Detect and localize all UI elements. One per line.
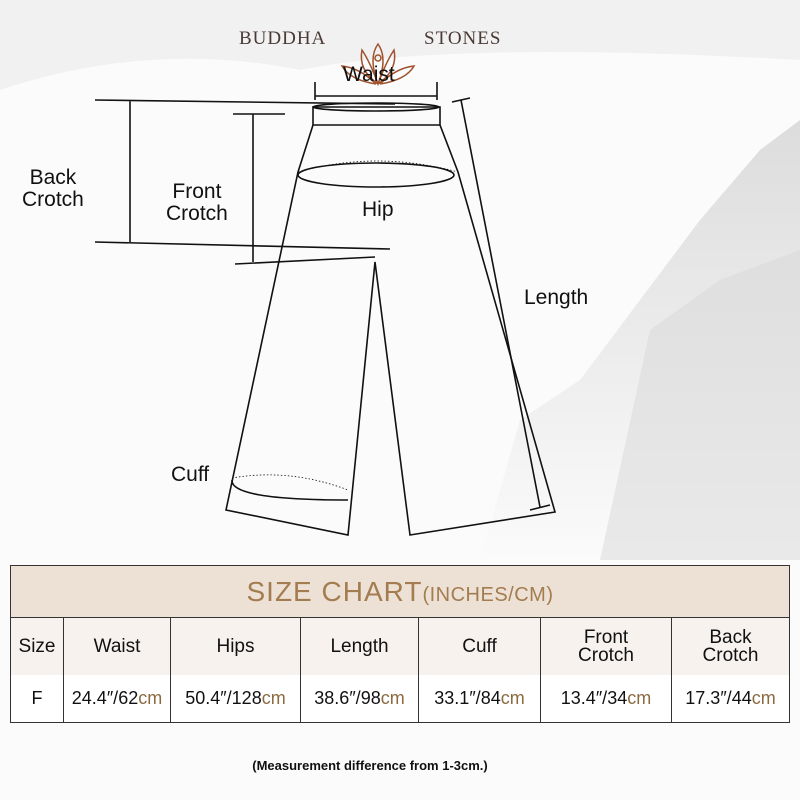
cell-waist: 24.4″/62cm — [63, 675, 171, 723]
back-crotch-line1: Back — [29, 166, 77, 189]
lotus-icon — [340, 42, 416, 87]
header-size: Size — [10, 617, 64, 675]
front-crotch-line1: Front — [172, 180, 222, 203]
header-hips: Hips — [170, 617, 301, 675]
cell-cuff: 33.1″/84cm — [418, 675, 541, 723]
header-cuff: Cuff — [418, 617, 541, 675]
front-crotch-line2: Crotch — [166, 202, 228, 225]
cell-length: 38.6″/98cm — [300, 675, 419, 723]
header-back-crotch: Back Crotch — [671, 617, 790, 675]
header-waist: Waist — [63, 617, 171, 675]
cell-back-crotch: 17.3″/44cm — [671, 675, 790, 723]
header-row: Size Waist Hips Length Cuff Front Crotch … — [10, 617, 790, 675]
label-front-crotch: Front Crotch — [166, 181, 228, 225]
label-back-crotch: Back Crotch — [22, 167, 84, 211]
table-row: F 24.4″/62cm 50.4″/128cm 38.6″/98cm 33.1… — [10, 675, 790, 723]
mountain-background — [480, 120, 800, 560]
label-hip: Hip — [362, 198, 394, 221]
cell-hips: 50.4″/128cm — [170, 675, 301, 723]
cell-size: F — [10, 675, 64, 723]
back-crotch-line2: Crotch — [22, 188, 84, 211]
cell-front-crotch: 13.4″/34cm — [540, 675, 672, 723]
header-front-crotch: Front Crotch — [540, 617, 672, 675]
title-text: SIZE CHART — [246, 575, 423, 607]
size-chart-table: SIZE CHART(INCHES/CM) Size Waist Hips Le… — [10, 565, 790, 723]
measurement-note: (Measurement difference from 1-3cm.) — [252, 758, 488, 773]
label-waist: Waist — [343, 63, 395, 86]
brand-right: STONES — [424, 28, 502, 49]
brand-left: BUDDHA — [239, 28, 327, 49]
label-length: Length — [524, 286, 589, 309]
title-unit: (INCHES/CM) — [422, 583, 554, 606]
label-cuff: Cuff — [171, 463, 210, 486]
size-chart-title: SIZE CHART(INCHES/CM) — [10, 565, 790, 618]
header-length: Length — [300, 617, 419, 675]
pants-diagram — [94, 82, 557, 536]
